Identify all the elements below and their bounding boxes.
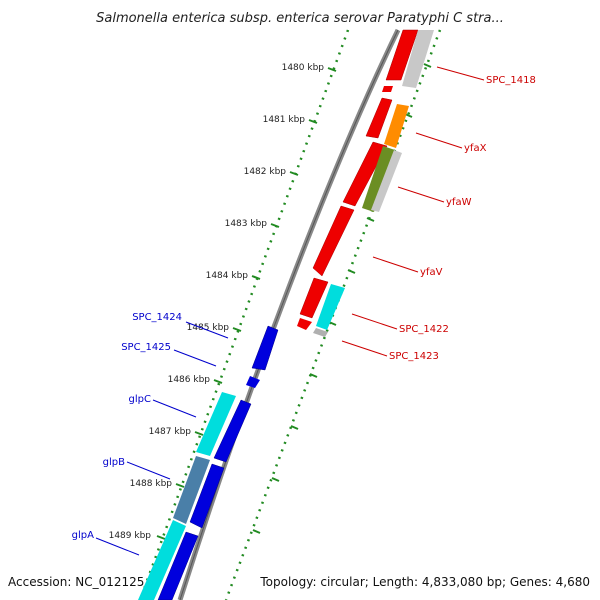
ruler-label: 1488 kbp	[130, 479, 173, 489]
gene-label-spc1418[interactable]: SPC_1418	[486, 75, 536, 86]
gene-label-yfaw[interactable]: yfaW	[446, 197, 472, 208]
gene-spc1418[interactable]	[385, 29, 419, 81]
leader-line	[372, 256, 419, 273]
gene-label-spc1424[interactable]: SPC_1424	[132, 312, 182, 323]
gene-yfaw[interactable]	[362, 146, 395, 212]
gene-label-spc1425[interactable]: SPC_1425	[121, 342, 171, 353]
ruler-label: 1481 kbp	[263, 115, 306, 125]
gene-red-c[interactable]	[299, 277, 329, 319]
gene-cyan-a[interactable]	[196, 392, 236, 456]
leader-line	[126, 461, 171, 480]
gene-label-yfax[interactable]: yfaX	[464, 143, 487, 154]
leader-line	[185, 321, 229, 339]
left-dotted-track	[138, 29, 350, 600]
reverse-outer-genes	[138, 392, 236, 600]
gene-yfax[interactable]	[384, 104, 409, 148]
gene-label-yfav[interactable]: yfaV	[420, 267, 443, 278]
gene-steelblue[interactable]	[173, 456, 210, 524]
left-tick-marks	[156, 67, 337, 540]
gene-small-red[interactable]	[382, 86, 393, 92]
gene-glpc[interactable]	[213, 399, 252, 463]
leader-line	[351, 313, 398, 330]
accession-text: Accession: NC_012125	[8, 575, 144, 589]
gene-red-tip[interactable]	[297, 318, 312, 330]
ruler-label: 1483 kbp	[225, 219, 268, 229]
ruler-label: 1482 kbp	[244, 167, 287, 177]
leader-line	[341, 340, 388, 357]
gene-red-a[interactable]	[365, 97, 393, 139]
gene-cyan-b[interactable]	[138, 520, 186, 600]
left-labels: SPC_1424 SPC_1425 glpC glpB glpA	[72, 312, 229, 556]
ruler-label: 1484 kbp	[206, 271, 249, 281]
leader-line	[173, 349, 217, 367]
gene-spc1423[interactable]	[313, 328, 328, 337]
gene-label-spc1423[interactable]: SPC_1423	[389, 351, 439, 362]
forward-genes	[297, 29, 419, 330]
ruler-label: 1489 kbp	[109, 531, 152, 541]
map-title: Salmonella enterica subsp. enterica sero…	[96, 11, 504, 26]
gene-label-glpb[interactable]: glpB	[103, 457, 125, 468]
gene-glpb[interactable]	[189, 463, 225, 529]
gene-glpa[interactable]	[157, 531, 199, 600]
leader-line	[152, 399, 197, 418]
gene-spc1425[interactable]	[246, 376, 260, 388]
gene-spc1422[interactable]	[316, 284, 345, 330]
leader-line	[397, 186, 445, 203]
gene-red-b[interactable]	[342, 141, 388, 207]
backbone-arc-edge	[179, 29, 399, 600]
leader-line	[436, 66, 485, 81]
ruler-label: 1486 kbp	[168, 375, 211, 385]
summary-text: Topology: circular; Length: 4,833,080 bp…	[259, 575, 590, 589]
gene-grey-a[interactable]	[402, 30, 434, 88]
forward-outer-genes	[313, 30, 434, 337]
gene-label-spc1422[interactable]: SPC_1422	[399, 324, 449, 335]
leader-line	[95, 537, 140, 556]
ruler-label: 1480 kbp	[282, 63, 325, 73]
leader-line	[415, 132, 463, 149]
gene-label-glpc[interactable]: glpC	[129, 394, 151, 405]
gene-yfav[interactable]	[312, 205, 355, 277]
reverse-genes	[157, 325, 279, 600]
right-tick-marks	[252, 63, 432, 534]
ruler-label: 1487 kbp	[149, 427, 192, 437]
right-labels: SPC_1418 yfaX yfaW yfaV SPC_1422 SPC_142…	[341, 66, 536, 362]
gene-spc1424[interactable]	[251, 325, 279, 371]
ruler-label: 1485 kbp	[187, 323, 230, 333]
gene-grey-b[interactable]	[371, 150, 402, 212]
gene-label-glpa[interactable]: glpA	[72, 530, 94, 541]
